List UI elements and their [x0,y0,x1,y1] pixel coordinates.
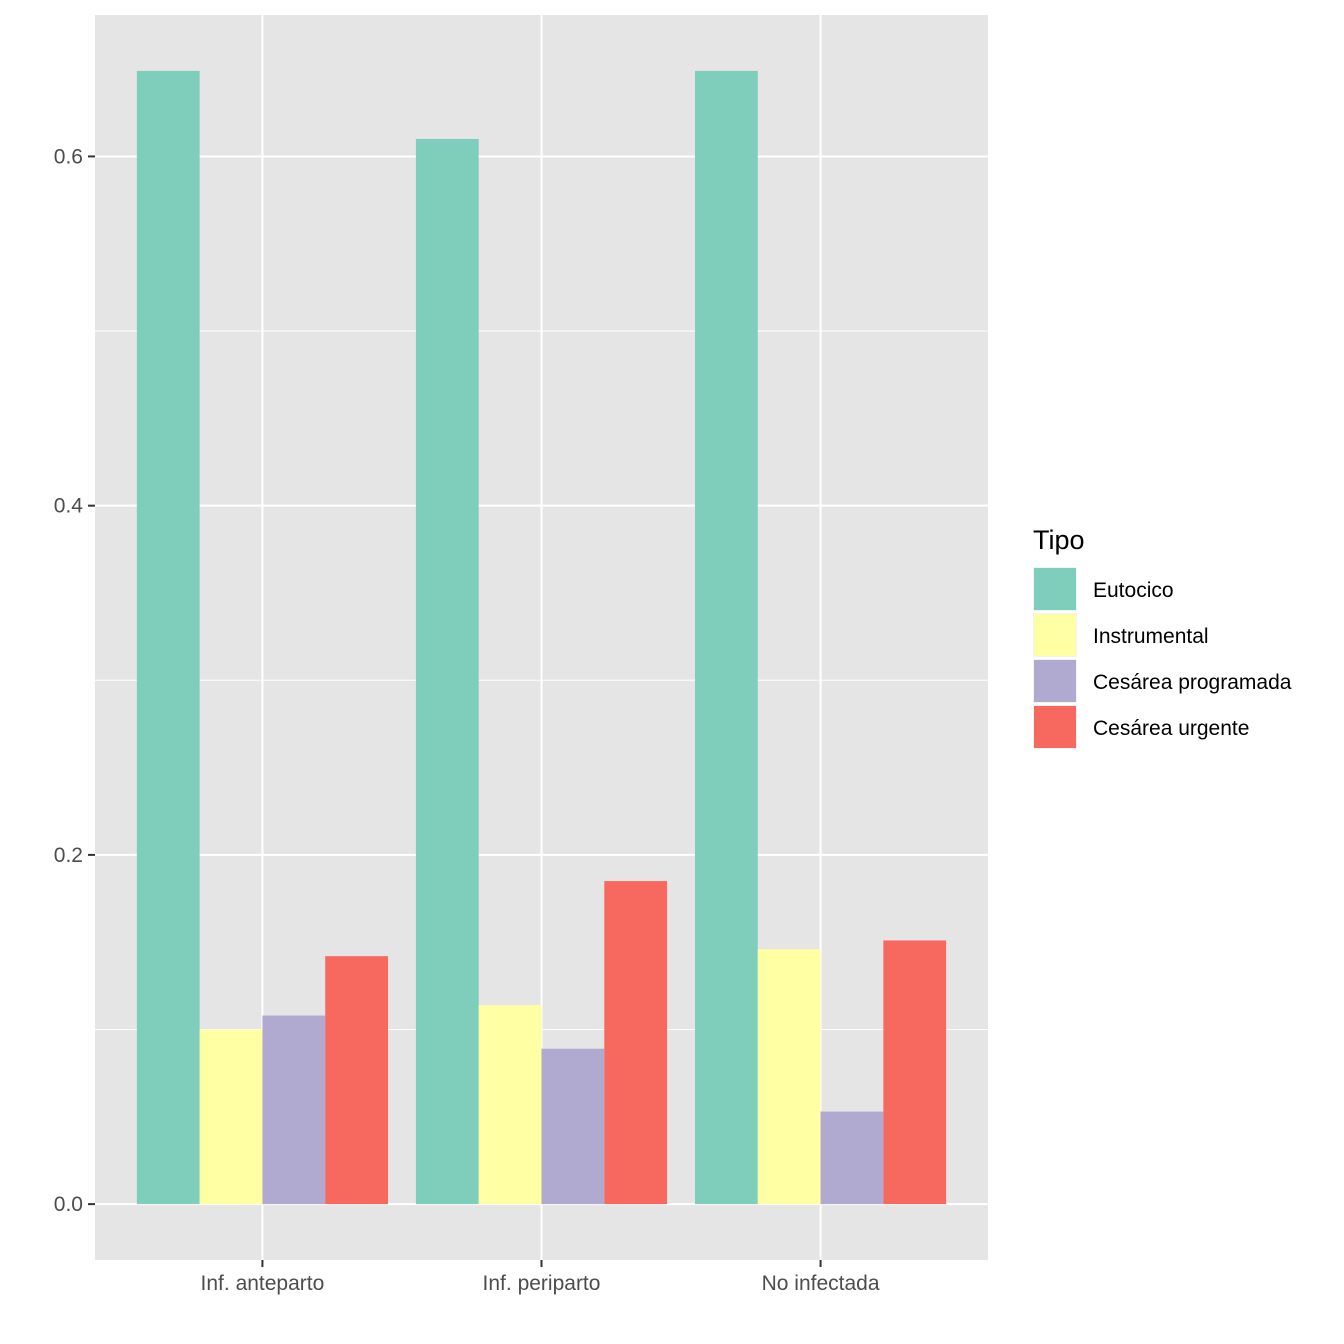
y-tick-label: 0.2 [54,844,83,867]
bar [541,1048,605,1205]
x-tick-label: No infectada [762,1272,880,1295]
legend-title: Tipo [1033,525,1085,555]
bar [604,881,668,1205]
bar [136,70,200,1205]
legend-key-swatch [1034,706,1076,748]
y-tick-label: 0.4 [54,495,84,518]
legend: Tipo Eutocico Instrumental Cesárea program… [1033,525,1292,749]
legend-item-label: Instrumental [1093,625,1209,648]
bar [415,138,479,1205]
x-tick-label: Inf. anteparto [201,1272,325,1295]
bar [325,956,389,1205]
bar [262,1015,326,1205]
bar [694,70,758,1205]
x-axis: Inf. anteparto Inf. periparto No infectada [201,1260,880,1295]
bar [883,940,947,1205]
legend-item-label: Cesárea programada [1093,671,1292,694]
legend-key-swatch [1034,614,1076,656]
bar [199,1029,263,1205]
legend-key-swatch [1034,568,1076,610]
x-tick-label: Inf. periparto [483,1272,601,1295]
bar [820,1111,884,1205]
legend-item-label: Eutocico [1093,579,1174,602]
legend-item-label: Cesárea urgente [1093,717,1249,740]
bars [136,70,947,1205]
bar [478,1005,542,1205]
bar [757,949,821,1205]
y-axis: 0.0 0.2 0.4 0.6 [54,145,95,1216]
legend-key-swatch [1034,660,1076,702]
y-tick-label: 0.0 [54,1193,83,1216]
y-tick-label: 0.6 [54,145,83,168]
